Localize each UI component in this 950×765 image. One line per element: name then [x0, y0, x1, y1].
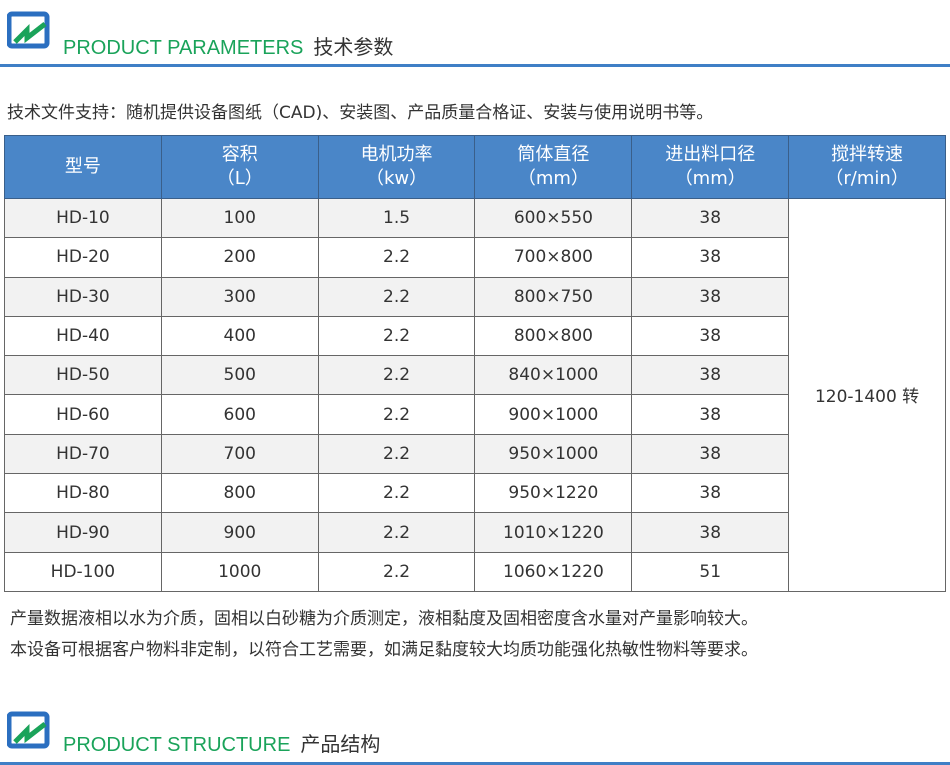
- table-row: HD-60 600 2.2 900×1000 38: [4, 394, 946, 435]
- table-cell: 2.2: [317, 315, 476, 357]
- column-header: 电机功率 （kw）: [317, 135, 476, 199]
- table-cell: 38: [631, 512, 790, 553]
- column-header: 型号: [4, 135, 162, 199]
- table-cell: HD-40: [4, 315, 162, 357]
- table-cell: 38: [631, 276, 790, 317]
- note-line: 本设备可根据客户物料非定制，以符合工艺需要，如满足黏度较大均质功能强化热敏性物料…: [10, 640, 758, 660]
- column-header: 进出料口径 （mm）: [631, 135, 790, 199]
- table-cell: 900: [160, 512, 319, 553]
- table-cell: 700×800: [474, 237, 633, 278]
- table-row: HD-90 900 2.2 1010×1220 38: [4, 512, 946, 553]
- table-cell: 2.2: [317, 512, 476, 553]
- table-cell: 2.2: [317, 473, 476, 514]
- table-cell: HD-30: [4, 276, 162, 317]
- table-row: HD-100 1000 2.2 1060×1220 51: [4, 551, 946, 592]
- speed-cell: 120-1400 转: [788, 198, 946, 592]
- section-header-parameters: PRODUCT PARAMETERS 技术参数: [0, 0, 950, 59]
- table-cell: HD-50: [4, 355, 162, 396]
- table-cell: 38: [631, 394, 790, 435]
- table-cell: 1.5: [317, 197, 476, 239]
- table-cell: 950×1000: [474, 433, 633, 475]
- divider: [0, 762, 950, 765]
- notes: 产量数据液相以水为介质，固相以白砂糖为介质测定，液相黏度及固相密度含水量对产量影…: [10, 604, 758, 666]
- table-cell: HD-60: [4, 394, 162, 435]
- section-header-structure: PRODUCT STRUCTURE 产品结构: [0, 705, 950, 756]
- table-cell: 840×1000: [474, 355, 633, 396]
- table-cell: 1000: [160, 551, 319, 592]
- table-cell: 200: [160, 237, 319, 278]
- table-cell: HD-70: [4, 433, 162, 475]
- table-cell: 600: [160, 394, 319, 435]
- table-cell: 2.2: [317, 276, 476, 317]
- table-cell: 700: [160, 433, 319, 475]
- table-cell: HD-80: [4, 473, 162, 514]
- intro-text: 技术文件支持：随机提供设备图纸（CAD)、安装图、产品质量合格证、安装与使用说明…: [7, 103, 714, 123]
- table-cell: HD-90: [4, 512, 162, 553]
- table-cell: 400: [160, 315, 319, 357]
- table-cell: 800×750: [474, 276, 633, 317]
- table-cell: 38: [631, 433, 790, 475]
- column-header: 筒体直径 （mm）: [474, 135, 633, 199]
- section-title: PRODUCT PARAMETERS 技术参数: [63, 37, 394, 59]
- table-cell: 2.2: [317, 551, 476, 592]
- table-cell: 300: [160, 276, 319, 317]
- table-cell: HD-100: [4, 551, 162, 592]
- table-cell: 38: [631, 355, 790, 396]
- table-cell: 2.2: [317, 355, 476, 396]
- table-cell: 1060×1220: [474, 551, 633, 592]
- table-cell: 800: [160, 473, 319, 514]
- company-logo-icon: [7, 11, 50, 49]
- parameters-table: 型号 容积 （L） 电机功率 （kw） 筒体直径 （mm） 进出料口径 （mm） 搅拌转速 （r/m…: [4, 135, 946, 592]
- table-cell: HD-20: [4, 237, 162, 278]
- table-cell: 2.2: [317, 394, 476, 435]
- table-row: HD-40 400 2.2 800×800 38: [4, 315, 946, 357]
- table-row: HD-20 200 2.2 700×800 38: [4, 237, 946, 278]
- table-row: HD-70 700 2.2 950×1000 38: [4, 433, 946, 475]
- divider: [0, 64, 950, 67]
- table-cell: 100: [160, 197, 319, 239]
- table-cell: 900×1000: [474, 394, 633, 435]
- table-cell: 950×1220: [474, 473, 633, 514]
- table-cell: 800×800: [474, 315, 633, 357]
- table-row: HD-30 300 2.2 800×750 38: [4, 276, 946, 317]
- table-cell: 2.2: [317, 433, 476, 475]
- table-cell: 38: [631, 315, 790, 357]
- table-cell: 2.2: [317, 237, 476, 278]
- table-row: HD-80 800 2.2 950×1220 38: [4, 473, 946, 514]
- column-header: 搅拌转速 （r/min）: [788, 135, 946, 199]
- table-cell: 38: [631, 197, 790, 239]
- note-line: 产量数据液相以水为介质，固相以白砂糖为介质测定，液相黏度及固相密度含水量对产量影…: [10, 609, 758, 629]
- table-cell: 1010×1220: [474, 512, 633, 553]
- table-cell: 500: [160, 355, 319, 396]
- table-cell: 38: [631, 237, 790, 278]
- column-header: 容积 （L）: [160, 135, 319, 199]
- company-logo-icon: [7, 711, 50, 749]
- table-cell: 51: [631, 551, 790, 592]
- table-cell: 38: [631, 473, 790, 514]
- section-title: PRODUCT STRUCTURE 产品结构: [63, 734, 381, 756]
- table-row: HD-10 100 1.5 600×550 38 120-1400 转: [4, 197, 946, 592]
- table-cell: HD-10: [4, 197, 162, 239]
- table-cell: 600×550: [474, 197, 633, 239]
